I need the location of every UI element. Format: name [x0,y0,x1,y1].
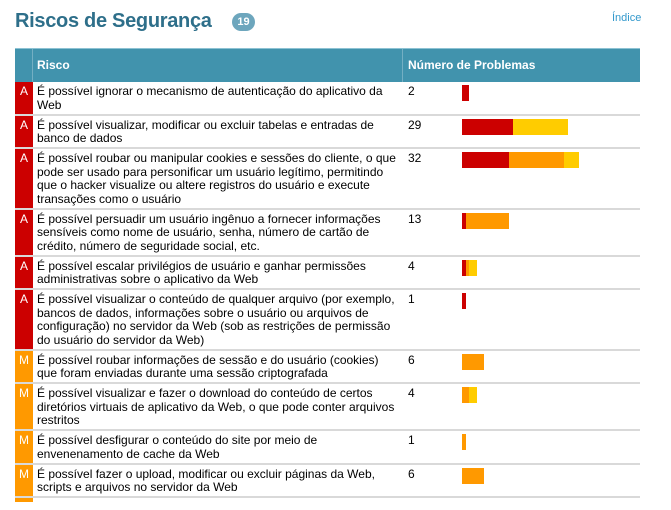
bar-segment-low [469,387,477,403]
severity-indicator: M [15,431,33,463]
issue-bar [462,118,640,135]
severity-indicator: A [15,209,33,255]
issue-bar-cell [457,210,640,255]
bar-segment-medium [465,259,470,276]
bar-segment-low [513,118,568,135]
severity-indicator: A [15,256,33,288]
severity-indicator: A [15,82,33,114]
risk-description[interactable]: É possível fazer o upload, modificar ou … [37,466,375,494]
bar-segment-medium [462,467,484,484]
issue-count: 6 [408,466,415,481]
issue-bar [462,434,640,450]
issue-count: 1 [408,433,415,447]
issue-bar [462,293,640,309]
bar-segment-low [564,152,579,168]
header-issue-count[interactable]: Número de Problemas [408,58,536,72]
severity-indicator: A [15,115,33,147]
risk-description[interactable]: É possível ignorar o mecanismo de autent… [37,84,383,112]
bar-segment-medium [462,434,466,450]
risk-description[interactable]: É possível roubar ou manipular cookies e… [37,151,396,206]
issue-count: 6 [408,352,415,367]
issue-bar-cell [457,257,640,289]
header-risk[interactable]: Risco [33,49,403,82]
risk-description[interactable]: É possível escalar privilégios de usuári… [37,258,366,286]
risk-description[interactable]: É possível visualizar e fazer o download… [37,386,395,427]
issue-bar-cell [457,149,640,208]
index-link[interactable]: Índice [612,12,642,24]
issue-bar-cell [457,384,640,429]
bar-segment-medium [462,353,484,370]
table-header: Risco Número de Problemas [15,48,640,82]
bar-segment-medium [509,152,565,168]
issue-bar-cell [457,290,640,349]
severity-indicator: M [15,464,33,496]
bar-segment-high [462,85,470,101]
bar-segment-medium [465,212,510,229]
risk-description[interactable]: É possível roubar informações de sessão … [37,352,379,380]
issue-bar [462,152,640,168]
issue-bar [462,387,640,403]
bar-segment-medium [462,387,470,403]
page-title: Riscos de Segurança [15,10,212,32]
bar-segment-high [462,293,466,309]
issue-count: 13 [408,211,422,226]
bar-segment-high [462,152,510,168]
issue-bar-cell [457,465,640,497]
issue-bar [462,259,640,276]
severity-indicator: M [15,384,33,429]
severity-strip [15,498,33,502]
header-severity-cell [15,49,33,82]
risk-description[interactable]: É possível desfigurar o conteúdo do site… [37,433,318,461]
risk-description[interactable]: É possível visualizar o conteúdo de qual… [37,292,395,347]
severity-indicator: M [15,350,33,382]
issue-count: 4 [408,258,415,273]
issue-bar-cell [457,116,640,148]
issue-count: 2 [408,84,415,98]
issue-count: 4 [408,386,415,400]
bar-segment-high [462,259,466,276]
issue-bar-cell [457,82,640,114]
issue-count: 32 [408,151,422,165]
risk-description[interactable]: É possível persuadir um usuário ingênuo … [37,211,381,253]
risk-count-badge: 19 [232,13,255,31]
bar-segment-low [469,259,477,276]
issue-bar [462,212,640,229]
issue-count: 29 [408,117,422,132]
issue-count: 1 [408,292,415,306]
issue-bar [462,467,640,484]
bar-segment-high [462,212,466,229]
bar-segment-high [462,118,514,135]
issue-bar-cell [457,351,640,383]
next-row-partial [15,498,640,502]
issue-bar [462,85,640,101]
issue-bar-cell [457,431,640,463]
severity-indicator: A [15,149,33,208]
severity-indicator: A [15,290,33,349]
risk-description[interactable]: É possível visualizar, modificar ou excl… [37,117,374,145]
issue-bar [462,353,640,370]
